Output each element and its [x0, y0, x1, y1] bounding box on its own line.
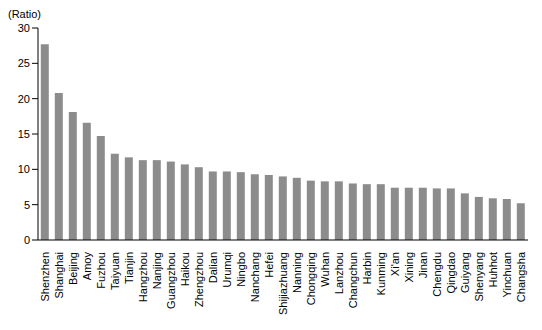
svg-text:Shanghai: Shanghai	[53, 252, 65, 299]
svg-text:Ningbo: Ningbo	[235, 252, 247, 287]
svg-text:5: 5	[24, 199, 30, 211]
svg-text:Nanjing: Nanjing	[151, 252, 163, 289]
svg-text:Jinan: Jinan	[417, 252, 429, 278]
svg-text:Hefei: Hefei	[263, 252, 275, 278]
svg-text:Shenyang: Shenyang	[473, 252, 485, 302]
svg-text:0: 0	[24, 234, 30, 246]
svg-text:15: 15	[18, 128, 30, 140]
svg-text:Dalian: Dalian	[207, 252, 219, 283]
svg-text:25: 25	[18, 57, 30, 69]
svg-text:Changchun: Changchun	[347, 252, 359, 308]
svg-text:Guangzhou: Guangzhou	[165, 252, 177, 309]
svg-text:Huhhot: Huhhot	[487, 252, 499, 287]
svg-text:Kunming: Kunming	[375, 252, 387, 295]
svg-text:Beijing: Beijing	[67, 252, 79, 285]
svg-text:Chongqing: Chongqing	[305, 252, 317, 305]
svg-text:Lanzhou: Lanzhou	[333, 252, 345, 294]
svg-text:Shijiazhuang: Shijiazhuang	[277, 252, 289, 315]
svg-text:Yinchuan: Yinchuan	[501, 252, 513, 297]
svg-text:Zhengzhou: Zhengzhou	[193, 252, 205, 307]
svg-text:Taiyuan: Taiyuan	[109, 252, 121, 290]
svg-text:Tianjin: Tianjin	[123, 252, 135, 284]
svg-text:Nanchang: Nanchang	[249, 252, 261, 302]
svg-text:Qingdao: Qingdao	[445, 252, 457, 294]
svg-text:Xining: Xining	[403, 252, 415, 283]
svg-text:Fuzhou: Fuzhou	[95, 252, 107, 289]
svg-text:Chengdu: Chengdu	[431, 252, 443, 297]
svg-text:Guiyang: Guiyang	[459, 252, 471, 293]
svg-text:10: 10	[18, 163, 30, 175]
svg-text:Harbin: Harbin	[361, 252, 373, 284]
html-text:(Ratio): (Ratio)	[8, 8, 41, 20]
svg-text:Haikou: Haikou	[179, 252, 191, 286]
svg-text:Nanning: Nanning	[291, 252, 303, 293]
svg-text:Amoy: Amoy	[81, 252, 93, 281]
svg-text:20: 20	[18, 93, 30, 105]
svg-text:Changsha: Changsha	[515, 251, 527, 302]
svg-text:Hangzhou: Hangzhou	[137, 252, 149, 302]
svg-text:30: 30	[18, 22, 30, 34]
svg-text:Xi'an: Xi'an	[389, 252, 401, 276]
svg-text:Urumqi: Urumqi	[221, 252, 233, 287]
svg-text:Wuhan: Wuhan	[319, 252, 331, 287]
svg-text:Shenzhen: Shenzhen	[39, 252, 51, 302]
